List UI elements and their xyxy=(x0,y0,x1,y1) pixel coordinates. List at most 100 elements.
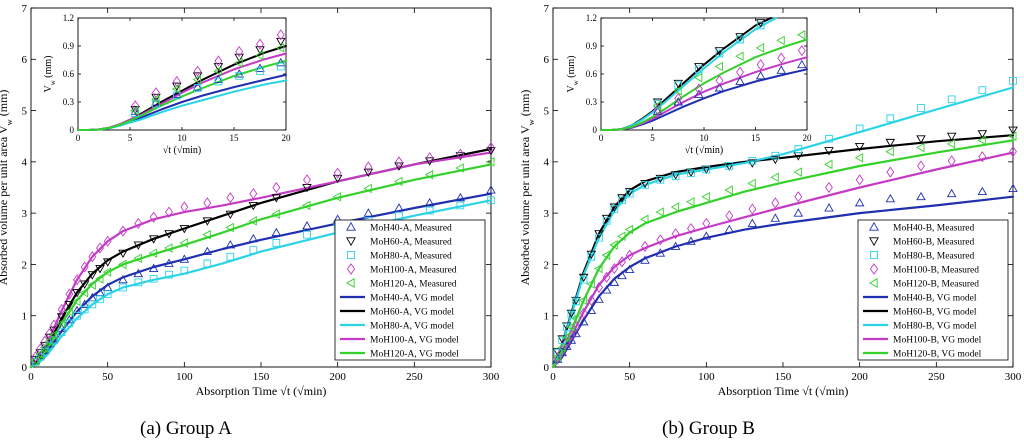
panel-a-inset-plot-frame xyxy=(77,17,287,131)
panel-b-moh120-measured-point xyxy=(824,159,833,170)
panel-a-y-tick-label: 2 xyxy=(22,259,28,271)
panel-a-moh120-measured-point xyxy=(87,280,96,290)
panel-b-moh120-measured-point xyxy=(624,224,634,235)
panel-a-x-tick-label: 150 xyxy=(253,371,270,383)
panel-a-moh60-measured-point xyxy=(79,280,90,289)
panel-a-moh120-measured-point xyxy=(148,248,158,258)
panel-a-y-tick-label: 0 xyxy=(22,362,28,374)
panel-b-moh120-measured-point xyxy=(793,167,802,177)
panel-b-legend-label: MoH120-B, Measured xyxy=(893,279,979,289)
panel-a-moh100-measured-point xyxy=(165,206,173,218)
panel-a-inset-moh40-measured-point xyxy=(172,89,182,98)
panel-a-moh120-measured-point xyxy=(486,157,495,167)
panel-b-legend-label: MoH100-B, Measured xyxy=(893,265,979,275)
panel-a-inset-moh120-measured-point xyxy=(213,66,222,76)
panel-b-moh40-measured-point xyxy=(770,213,781,222)
panel-a-inset-moh100-measured-point xyxy=(193,65,202,77)
panel-a-legend-label: MoH40-A, VG model xyxy=(370,293,454,303)
panel-b-moh120-measured-point xyxy=(747,178,756,189)
panel-b-moh40-measured-point xyxy=(609,277,620,286)
panel-b-moh120-measured-point xyxy=(670,202,680,212)
panel-a-moh60-measured-point xyxy=(49,326,59,335)
panel-b-moh80-measured-point xyxy=(562,323,571,331)
panel-a-moh80-measured-point xyxy=(226,252,235,261)
panel-b-legend-marker xyxy=(868,278,878,288)
panel-a-moh80-measured-point xyxy=(456,201,465,210)
panel-b-legend-marker xyxy=(869,250,879,260)
panel-b-inset-moh120-measured-point xyxy=(776,35,785,46)
panel-b-inset-moh120-measured-point xyxy=(673,86,682,96)
panel-b-y-axis-label: Absorbed volume per unit area Vw (mm) xyxy=(518,90,536,286)
panel-a-moh80-measured-point xyxy=(119,283,127,292)
panel-a-inset-moh60-measured-point xyxy=(276,37,286,47)
panel-a-moh100-measured-point xyxy=(487,141,495,154)
panel-a-moh100-measured-point xyxy=(119,225,127,237)
panel-b-moh40-measured-point xyxy=(854,197,865,207)
panel-a-moh60-measured-point xyxy=(394,162,404,171)
panel-b-legend-label: MoH60-B, Measured xyxy=(893,237,975,247)
panel-a-moh60-measured-point xyxy=(87,271,98,280)
panel-a-inset-x-axis-label: √t (√min) xyxy=(163,145,201,156)
panel-b-x-tick-label: 300 xyxy=(1005,371,1022,383)
panel-b-legend-label: MoH80-B, VG model xyxy=(893,321,977,331)
panel-a-moh60-measured-point xyxy=(332,174,343,184)
panel-a-moh60-measured-point xyxy=(164,230,174,239)
panel-a-moh120-measured-point xyxy=(79,287,89,298)
panel-b-moh40-measured-point xyxy=(686,236,696,245)
panel-b-moh80-measured-point xyxy=(978,86,987,94)
panel-a-inset-x-tick-label: 15 xyxy=(230,133,240,143)
panel-a-moh120-measured-point xyxy=(95,274,104,284)
panel-b-inset-moh100-measured-point xyxy=(797,45,806,57)
panel-b-legend-label: MoH40-B, VG model xyxy=(893,293,977,303)
panel-a-inset-moh60-measured-point xyxy=(172,82,182,92)
panel-b-moh60-measured-point xyxy=(824,147,834,156)
panel-a-moh40-measured-point xyxy=(118,274,128,284)
panel-a-moh40-measured-point xyxy=(271,227,282,237)
panel-b-moh80-measured-point xyxy=(579,275,588,284)
panel-a-moh100-measured-point xyxy=(333,167,342,179)
panel-b-legend-marker xyxy=(869,221,879,231)
panel-a-inset-y-tick-label: 0.6 xyxy=(63,69,75,79)
panel-b-moh40-measured-point xyxy=(724,224,735,234)
panel-a-moh80-measured-point xyxy=(165,270,173,279)
panel-b-moh80-measured-point xyxy=(567,310,576,319)
panel-b-moh120-measured-point xyxy=(770,172,779,183)
panel-a-x-axis-label: Absorption Time √t (√min) xyxy=(196,384,327,398)
panel-a-moh40-measured-point xyxy=(394,203,404,212)
panel-a-legend-marker xyxy=(345,278,355,288)
panel-b-moh80-measured-point xyxy=(771,151,780,160)
panel-a-inset-moh120-measured-point xyxy=(171,84,181,94)
panel-a-moh80-measured-point xyxy=(180,266,189,275)
panel-b-x-tick-label: 50 xyxy=(624,371,636,383)
panel-a-moh60-measured-point xyxy=(202,217,213,226)
panel-b-moh40-measured-point xyxy=(701,231,712,240)
panel-b-inset-x-tick-label: 5 xyxy=(650,133,655,143)
panel-a-moh80-measured-point xyxy=(272,239,281,247)
panel-b-moh120-measured-point xyxy=(1008,131,1017,141)
panel-b-moh60-measured-point xyxy=(670,171,681,180)
panel-a-x-tick-label: 250 xyxy=(406,371,423,383)
panel-a-y-tick-label: 6 xyxy=(22,54,28,66)
panel-b-y-tick-label: 3 xyxy=(544,208,550,220)
panel-a-moh100-measured-point xyxy=(203,197,212,209)
panel-b-moh120-measured-point xyxy=(854,152,864,163)
panel-b-moh100-measured-point xyxy=(702,217,711,229)
panel-a-inset-moh100-measured-point xyxy=(235,46,244,58)
panel-b-moh100-measured-point xyxy=(771,197,780,209)
panel-a-moh120-measured-point xyxy=(49,330,58,340)
panel-b-inset-y-tick-label: 0.6 xyxy=(586,69,598,79)
panel-a-x-tick-label: 200 xyxy=(329,371,346,383)
panel-a-x-tick-label: 50 xyxy=(102,371,114,383)
panel-a-moh100-measured-point xyxy=(80,261,89,273)
panel-b-inset-moh80-measured-point xyxy=(736,35,744,44)
panel-a-x-tick-label: 100 xyxy=(176,371,193,383)
panel-b-moh120-measured-point xyxy=(552,351,562,362)
panel-b-moh40-measured-point xyxy=(885,193,896,203)
panel-b-moh40-measured-point xyxy=(594,294,604,303)
panel-a-moh40-measured-point xyxy=(486,185,496,194)
panel-a-moh100-measured-point xyxy=(40,335,49,347)
panel-b-x-tick-label: 200 xyxy=(851,371,868,383)
panel-a-moh60-measured-point xyxy=(271,194,282,203)
panel-b-moh100-measured-point xyxy=(572,321,580,333)
